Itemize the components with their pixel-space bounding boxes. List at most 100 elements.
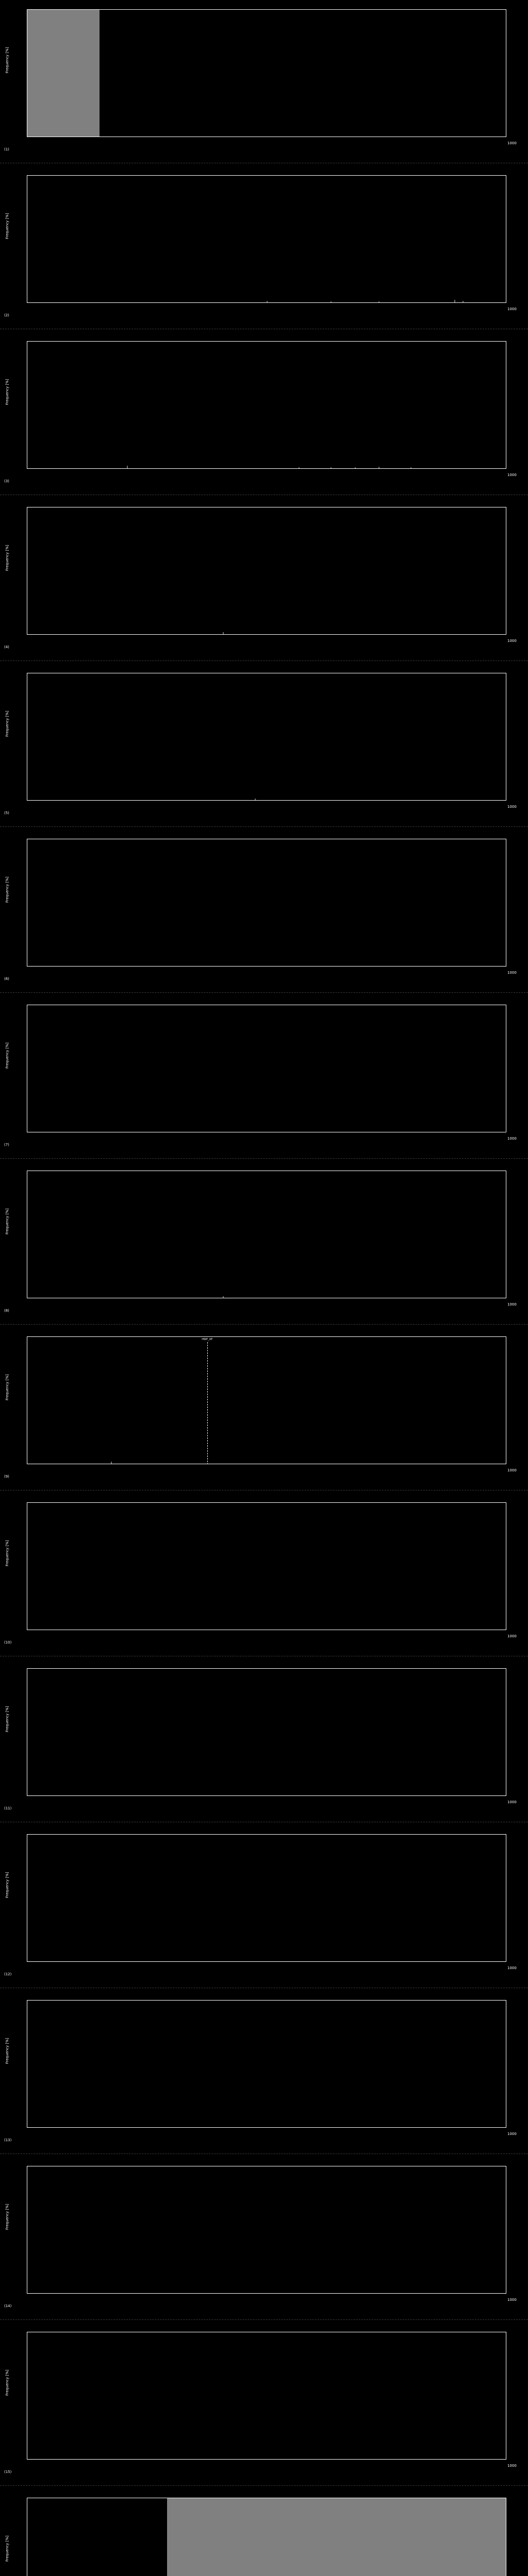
histogram-bar-small [222, 1296, 224, 1298]
x-tick-mark [347, 966, 348, 967]
x-tick-mark [307, 2127, 308, 2128]
plot-area-wrapper: Frequency [%] 020040060080010000510152025… [0, 664, 528, 829]
x-tick-mark [347, 302, 348, 303]
panel-index-label: (8) [4, 1309, 9, 1313]
histogram-bar-small [331, 301, 332, 302]
x-tick-mark [187, 966, 188, 967]
x-tick-mark [387, 1961, 388, 1962]
x-tick-mark [387, 634, 388, 635]
x-tick-mark [187, 302, 188, 303]
y-axis-label: Frequency [%] [5, 1208, 9, 1234]
panel-index-label: (9) [4, 1475, 9, 1479]
histogram-bar-small [331, 467, 332, 468]
annotation-label: HWP_UP [202, 1337, 213, 1341]
y-axis-label: Frequency [%] [5, 876, 9, 903]
x-tick-mark [227, 302, 228, 303]
x-tick-mark [307, 302, 308, 303]
x-tick-mark [107, 1961, 108, 1962]
x-tick-mark [227, 1961, 228, 1962]
x-tick-mark [187, 800, 188, 801]
panel-index-label: (12) [4, 1972, 12, 1976]
plot-axes: 0200400600800100005101520253035404550556… [27, 1336, 506, 1464]
x-tick-mark [107, 634, 108, 635]
panel-separator [0, 1324, 528, 1325]
x-tick-mark [347, 1961, 348, 1962]
x-tick-mark [147, 468, 148, 469]
plot-axes: 0200400600800100005101520253035404550556… [27, 1171, 506, 1298]
plot-area-wrapper: Frequency [%] 020040060080010000510152025… [0, 0, 528, 166]
x-tick-mark [267, 966, 268, 967]
histogram-bar-small [354, 467, 356, 468]
x-tick-mark [267, 800, 268, 801]
x-tick-mark [467, 966, 468, 967]
x-tick-mark [147, 1961, 148, 1962]
plot-axes: 0200400600800100005101520253035404550556… [27, 2000, 506, 2128]
histogram-bar-small [299, 467, 300, 468]
panel-right-label: 1000 [507, 1634, 517, 1638]
histogram-panel: Frequency [%] 020040060080010000510152025… [0, 1825, 528, 1991]
histogram-bar [167, 2498, 506, 2576]
x-tick-mark [107, 302, 108, 303]
x-tick-mark [227, 966, 228, 967]
x-tick-mark [307, 800, 308, 801]
x-tick-mark [227, 2127, 228, 2128]
histogram-panel: Frequency [%] 020040060080010000510152025… [0, 2323, 528, 2488]
y-axis-label: Frequency [%] [5, 710, 9, 737]
y-axis-label: Frequency [%] [5, 1540, 9, 1566]
plot-area-wrapper: Frequency [%] 020040060080010000510152025… [0, 1659, 528, 1825]
x-tick-mark [27, 634, 28, 635]
panel-index-label: (6) [4, 977, 9, 981]
x-tick-mark [307, 966, 308, 967]
x-tick-mark [227, 800, 228, 801]
plot-axes: 0200400600800100005101520253035404550556… [27, 507, 506, 635]
histogram-bar-small [126, 465, 128, 468]
plot-area-wrapper: Frequency [%] 020040060080010000510152025… [0, 498, 528, 664]
panel-index-label: (14) [4, 2304, 12, 2308]
panel-separator [0, 2319, 528, 2320]
histogram-panel: Frequency [%] 020040060080010000510152025… [0, 1991, 528, 2157]
x-tick-mark [107, 800, 108, 801]
x-tick-mark [467, 468, 468, 469]
plot-area-wrapper: Frequency [%] 020040060080010000510152025… [0, 1825, 528, 1991]
x-tick-mark [107, 2293, 108, 2294]
x-tick-mark [267, 302, 268, 303]
panel-separator [0, 660, 528, 661]
plot-area-wrapper: Frequency [%] 020040060080010000510152025… [0, 1991, 528, 2157]
histogram-panel: Frequency [%] 020040060080010000510152025… [0, 1161, 528, 1327]
x-tick-mark [227, 2459, 228, 2460]
x-tick-mark [27, 2459, 28, 2460]
panel-right-label: 1000 [507, 141, 517, 145]
plot-area-wrapper: Frequency [%] 020040060080010000510152025… [0, 2488, 528, 2576]
x-tick-mark [347, 1795, 348, 1796]
panel-right-label: 1000 [507, 2298, 517, 2302]
histogram-panel: Frequency [%] 020040060080010000510152025… [0, 829, 528, 995]
x-tick-mark [347, 468, 348, 469]
panel-index-label: (1) [4, 147, 9, 151]
x-tick-mark [27, 800, 28, 801]
histogram-panel: Frequency [%] 020040060080010000510152025… [0, 995, 528, 1161]
histogram-bar-small [378, 301, 380, 302]
plot-axes: 0200400600800100005101520253035404550556… [27, 1502, 506, 1630]
plot-area-wrapper: Frequency [%] 020040060080010000510152025… [0, 166, 528, 332]
histogram-panel: Frequency [%] 020040060080010000510152025… [0, 332, 528, 498]
x-tick-mark [227, 2293, 228, 2294]
histogram-bar-small [110, 1462, 112, 1464]
histogram-panel: Frequency [%] 020040060080010000510152025… [0, 1493, 528, 1659]
y-axis-label: Frequency [%] [5, 1706, 9, 1732]
histogram-panel: Frequency [%] 020040060080010000510152025… [0, 498, 528, 664]
x-tick-mark [467, 800, 468, 801]
panel-index-label: (15) [4, 2470, 12, 2474]
x-tick-mark [307, 1961, 308, 1962]
panel-right-label: 1000 [507, 1966, 517, 1970]
annotation-line [207, 1342, 208, 1464]
x-tick-mark [387, 2293, 388, 2294]
x-tick-mark [267, 2293, 268, 2294]
plot-area-wrapper: Frequency [%] 020040060080010000510152025… [0, 2157, 528, 2323]
x-tick-mark [227, 634, 228, 635]
histogram-bar [27, 10, 100, 137]
x-tick-mark [267, 2459, 268, 2460]
x-tick-mark [187, 1961, 188, 1962]
x-tick-mark [187, 2293, 188, 2294]
histogram-panel: Frequency [%] 020040060080010000510152025… [0, 166, 528, 332]
x-tick-mark [467, 2293, 468, 2294]
